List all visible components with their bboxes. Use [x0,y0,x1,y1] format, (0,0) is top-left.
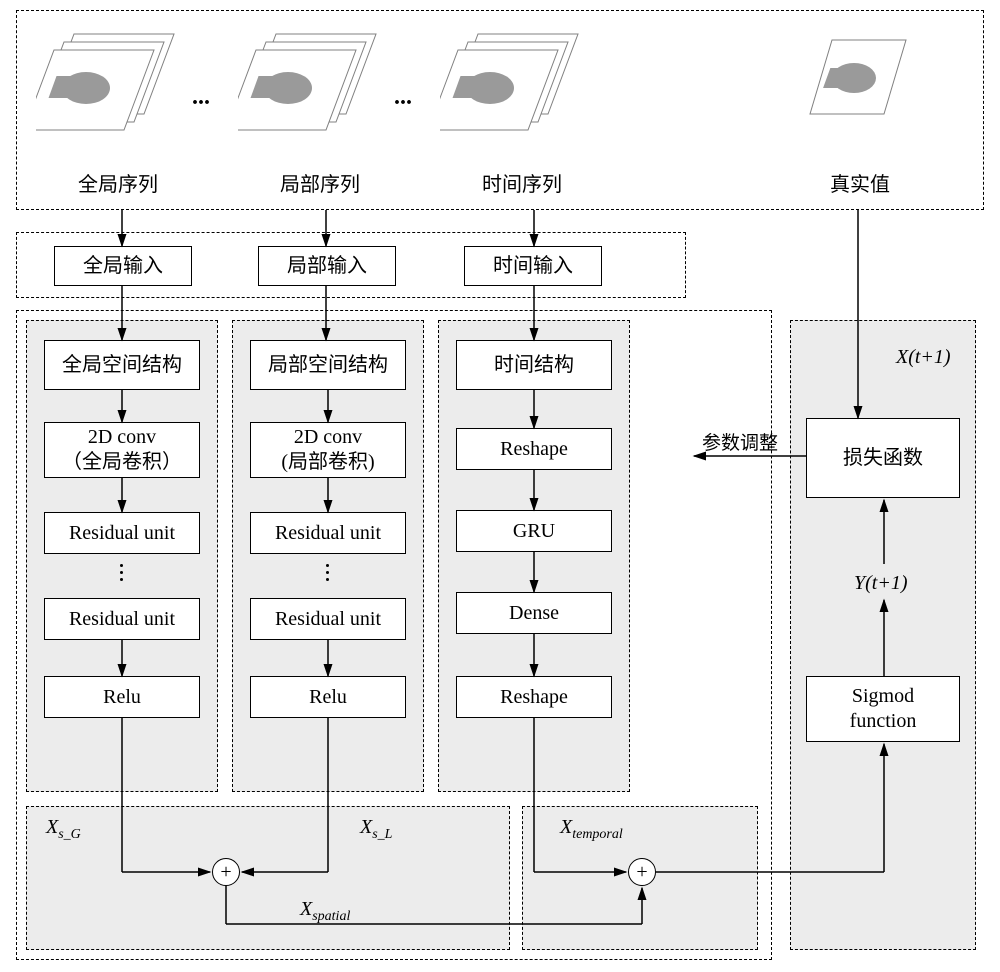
sigmoid-box: Sigmod function [806,676,960,742]
temporal-input-box: 时间输入 [464,246,602,286]
xt1-label: X(t+1) [896,346,951,369]
right-panel [790,320,976,950]
gt-label: 真实值 [810,168,910,197]
global-input-box: 全局输入 [54,246,192,286]
outer-container [16,310,772,960]
local-input-text: 局部输入 [287,254,367,279]
temporal-seq-label: 时间序列 [462,168,582,197]
yt1-label: Y(t+1) [854,572,908,595]
ellipsis-1: ... [192,84,210,111]
temporal-stack [440,28,590,138]
loss-box: 损失函数 [806,418,960,498]
gt-image [808,36,908,131]
global-input-text: 全局输入 [83,254,163,279]
temporal-input-text: 时间输入 [493,254,573,279]
global-seq-label: 全局序列 [58,168,178,197]
global-stack [36,28,186,138]
local-input-box: 局部输入 [258,246,396,286]
loss-text: 损失函数 [843,446,923,471]
local-stack [238,28,388,138]
local-seq-label: 局部序列 [260,168,380,197]
sigmoid-text: Sigmod function [850,684,917,734]
ellipsis-2: ... [394,84,412,111]
